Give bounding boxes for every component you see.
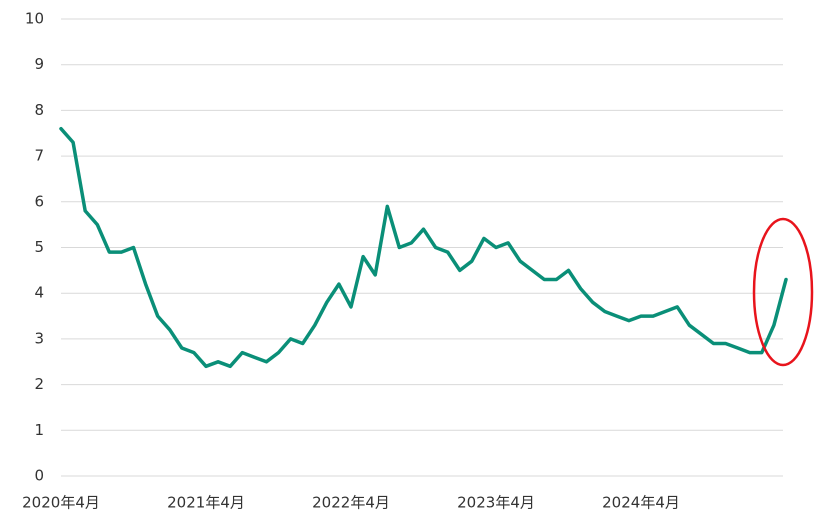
y-tick-label: 7 <box>34 147 44 165</box>
data-line <box>59 126 788 369</box>
y-tick-label: 10 <box>25 10 44 28</box>
y-tick-label: 5 <box>34 238 44 256</box>
x-tick-label: 2024年4月 <box>602 494 680 512</box>
y-tick-label: 1 <box>34 421 44 439</box>
x-tick-label: 2022年4月 <box>312 494 390 512</box>
y-tick-label: 8 <box>34 101 44 119</box>
x-tick-label: 2023年4月 <box>457 494 535 512</box>
highlight-ellipse <box>752 217 814 367</box>
y-tick-label: 0 <box>34 467 44 485</box>
x-tick-label: 2021年4月 <box>167 494 245 512</box>
y-tick-label: 6 <box>34 192 44 210</box>
x-tick-label: 2020年4月 <box>22 494 100 512</box>
y-tick-label: 4 <box>34 284 44 302</box>
y-tick-label: 9 <box>34 55 44 73</box>
y-tick-label: 2 <box>34 375 44 393</box>
y-tick-label: 3 <box>34 329 44 347</box>
